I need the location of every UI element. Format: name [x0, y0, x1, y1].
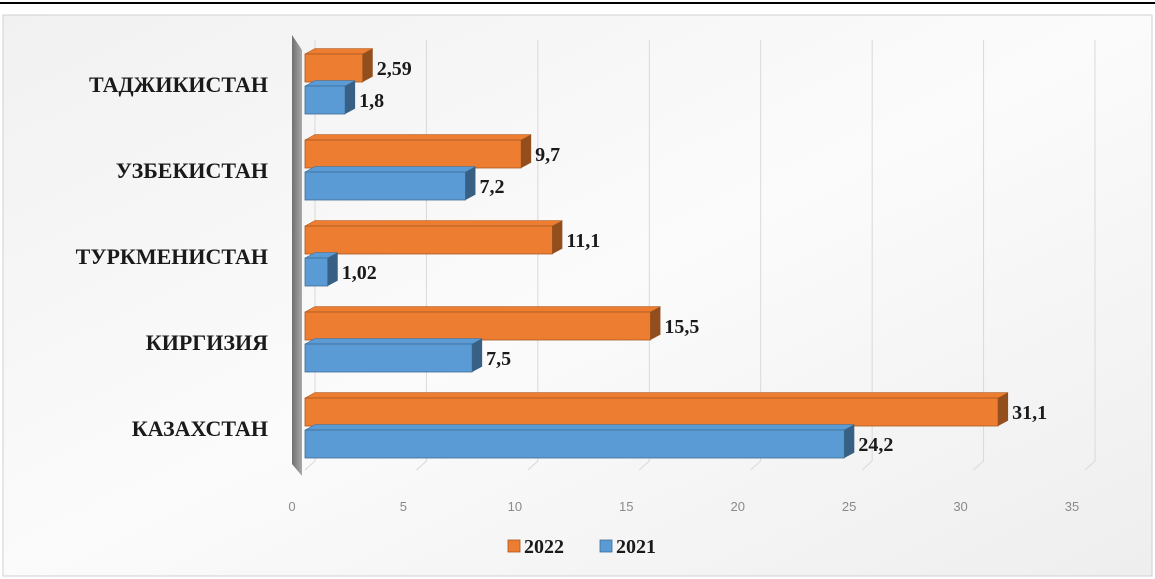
value-label: 31,1: [1012, 402, 1047, 424]
bar-end-face: [345, 80, 356, 114]
value-label: 7,5: [486, 348, 511, 370]
value-label: 1,8: [359, 90, 384, 112]
bar-top-face: [304, 220, 563, 227]
gridline-depth: [638, 460, 650, 471]
bar-2022: [304, 225, 553, 255]
gridline-depth: [973, 460, 984, 471]
bar-end-face: [472, 338, 483, 372]
value-label: 2,59: [377, 58, 412, 80]
value-label: 15,5: [664, 316, 699, 338]
x-tick-label: 15: [619, 499, 633, 514]
x-tick-label: 30: [953, 499, 967, 514]
bar-2021: [304, 343, 473, 373]
value-label: 7,2: [479, 176, 504, 198]
value-label: 24,2: [858, 434, 893, 456]
legend-label-2021: 2021: [616, 536, 656, 558]
bar-top-face: [304, 166, 476, 173]
bar-top-face: [304, 392, 1009, 399]
bar-2021: [304, 85, 346, 115]
bar-end-face: [650, 306, 661, 340]
bars: [304, 48, 1009, 459]
category-label: ТУРКМЕНИСТАН: [76, 244, 268, 269]
gridline-depth: [304, 460, 316, 471]
bar-end-face: [521, 134, 532, 168]
legend-swatch-2022: [507, 539, 521, 553]
bar-2021: [304, 171, 466, 201]
bar-end-face: [327, 252, 338, 286]
bar-2022: [304, 397, 999, 427]
bar-end-face: [362, 48, 373, 82]
bar-2022: [304, 139, 522, 169]
category-label: КАЗАХСТАН: [132, 416, 268, 441]
x-tick-labels: 0 5 10 15 20 25 30 35: [288, 499, 1079, 514]
gridline-depth: [527, 460, 539, 471]
gridline-depth: [861, 460, 873, 471]
legend-swatch-2021: [599, 539, 613, 553]
bar-end-face: [998, 392, 1009, 426]
bar-top-face: [304, 48, 373, 55]
bar-end-face: [552, 220, 563, 254]
bar-top-face: [304, 134, 532, 141]
value-label: 1,02: [342, 262, 377, 284]
bar-end-face: [465, 166, 476, 200]
gridline-depth: [416, 460, 427, 471]
bar-top-face: [304, 338, 483, 345]
gridline-depth: [1084, 460, 1096, 471]
gridline-depth: [750, 460, 762, 471]
bar-2021: [304, 257, 329, 287]
category-labels: ТАДЖИКИСТАН УЗБЕКИСТАН ТУРКМЕНИСТАН КИРГИЗИ…: [76, 72, 268, 441]
x-tick-label: 25: [842, 499, 856, 514]
value-label: 9,7: [535, 144, 560, 166]
legend-label-2022: 2022: [524, 536, 564, 558]
x-tick-label: 10: [508, 499, 522, 514]
axis-wall-face: [292, 35, 302, 476]
axis-wall: [292, 35, 302, 476]
bar-top-face: [304, 306, 661, 313]
value-labels: 2,59 1,8 9,7 7,2 11,1 1,02 15,5 7,5 31,1 24,2: [342, 58, 1047, 456]
bar-top-face: [304, 424, 855, 431]
category-label: УЗБЕКИСТАН: [116, 158, 268, 183]
bar-2022: [304, 311, 651, 341]
x-tick-label: 0: [288, 499, 295, 514]
category-label: ТАДЖИКИСТАН: [89, 72, 268, 97]
bar-end-face: [844, 424, 855, 458]
legend: 2022 2021: [507, 536, 656, 558]
value-label: 11,1: [566, 230, 600, 252]
category-label: КИРГИЗИЯ: [146, 330, 268, 355]
bar-2022: [304, 53, 364, 83]
x-tick-label: 5: [400, 499, 407, 514]
x-tick-label: 35: [1065, 499, 1079, 514]
x-tick-label: 20: [730, 499, 744, 514]
bar-2021: [304, 429, 845, 459]
plot-background: [2, 14, 1153, 577]
